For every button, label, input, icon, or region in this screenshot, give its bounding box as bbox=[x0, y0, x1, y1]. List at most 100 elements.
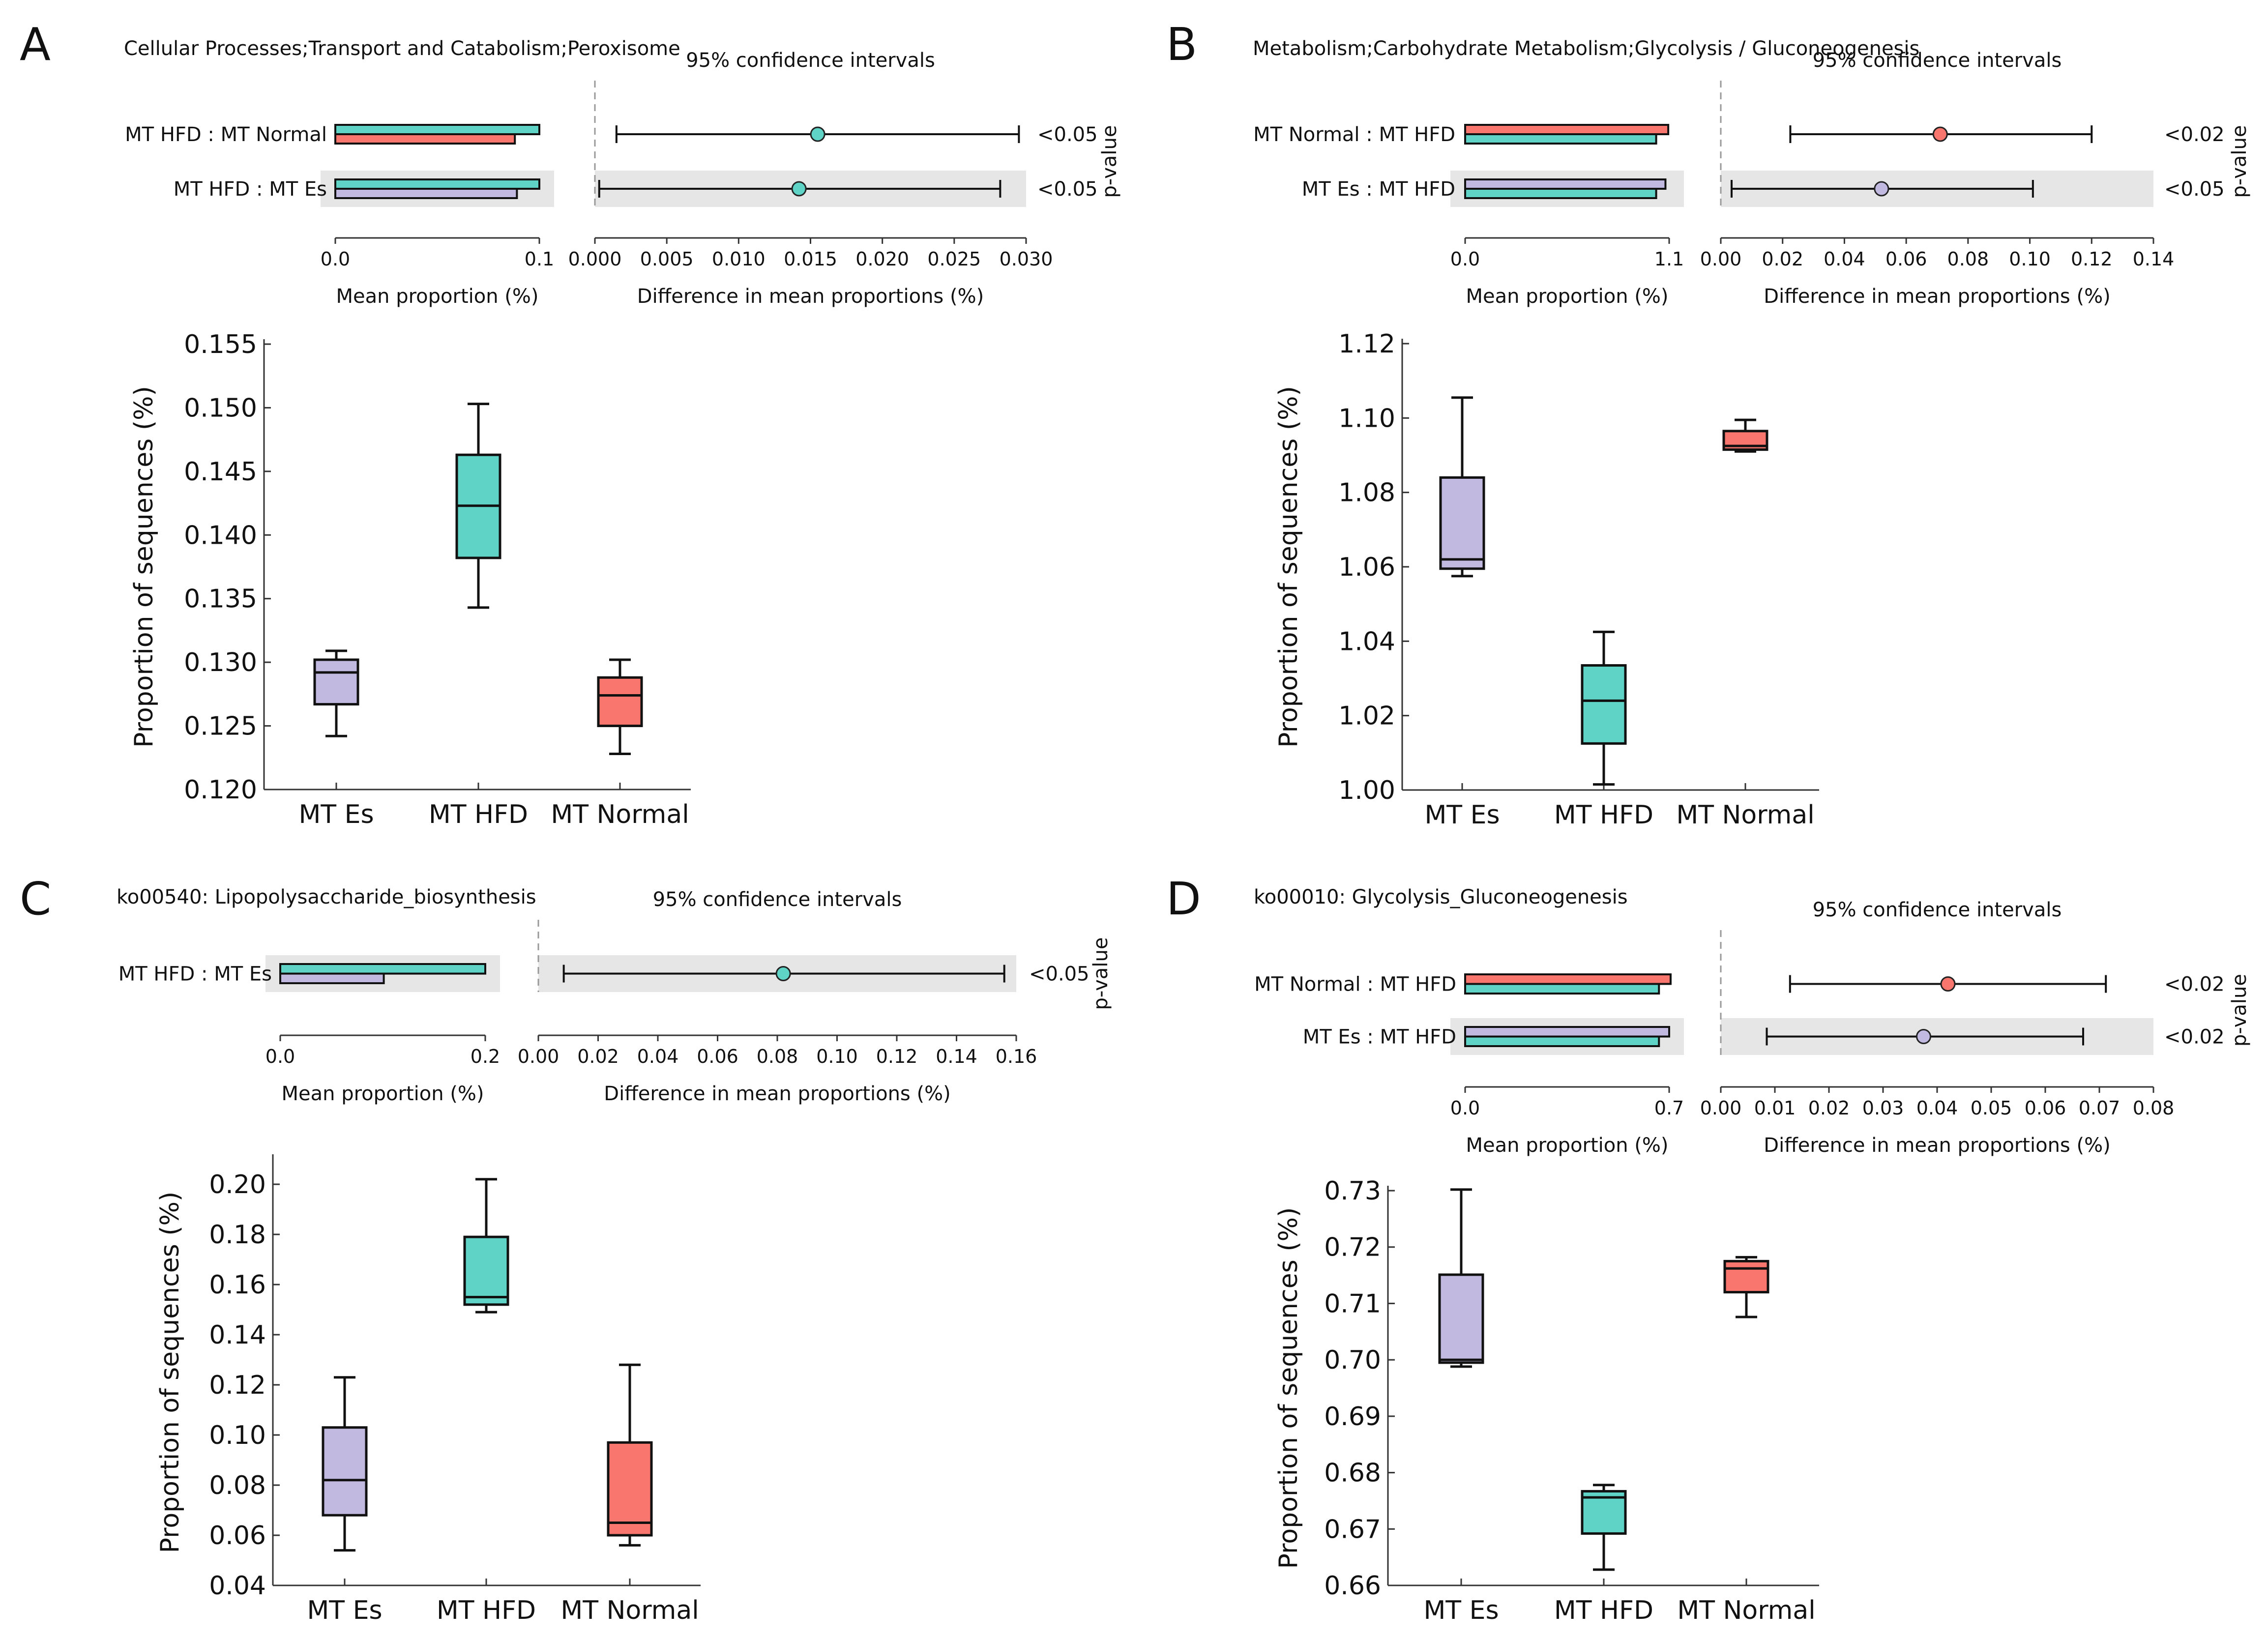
panel-a-y-tick-label-4: 0.140 bbox=[184, 521, 257, 550]
panel-c-box-2 bbox=[607, 1363, 653, 1547]
panel-a-diff-tick-label-6: 0.030 bbox=[1000, 248, 1053, 270]
panel-a-pvalue-0: <0.05 bbox=[1037, 123, 1098, 146]
panel-c-x-tick-label-1: MT HFD bbox=[437, 1596, 536, 1625]
panel-d-diff-tick-label-5: 0.05 bbox=[1971, 1097, 2012, 1119]
panel-d-ci-dot-1 bbox=[1916, 1029, 1931, 1044]
panel-d-y-tick-label-1: 0.67 bbox=[1324, 1515, 1381, 1544]
panel-a-pvalue-1: <0.05 bbox=[1037, 178, 1098, 201]
panel-b-x-tick-label-2: MT Normal bbox=[1676, 800, 1814, 830]
panel-d-y-tick-label-3: 0.69 bbox=[1324, 1402, 1381, 1432]
panel-c-mean-axis-label: Mean proportion (%) bbox=[282, 1083, 484, 1105]
panel-a-y-tick-label-7: 0.155 bbox=[184, 330, 257, 359]
panel-a-box-0 bbox=[313, 649, 359, 737]
panel-d-box-rect-0 bbox=[1438, 1273, 1484, 1364]
panel-c-y-tick-label-5: 0.14 bbox=[209, 1320, 266, 1350]
panel-d-y-tick-label-0: 0.66 bbox=[1324, 1571, 1381, 1601]
panel-d-mean-bar-1-0 bbox=[1464, 1026, 1670, 1038]
panel-d-box-1 bbox=[1581, 1484, 1627, 1571]
panel-b-box-2 bbox=[1722, 418, 1768, 453]
panel-b-diff-tick-label-2: 0.04 bbox=[1824, 248, 1865, 270]
panel-a-box-2 bbox=[597, 658, 643, 756]
panel-c-diff-tick-label-6: 0.12 bbox=[876, 1046, 918, 1067]
panel-c-diff-tick-label-3: 0.06 bbox=[697, 1046, 738, 1067]
panel-a-comparison-label-0: MT HFD : MT Normal bbox=[125, 123, 327, 146]
panel-b-y-tick-label-0: 1.00 bbox=[1338, 776, 1395, 805]
panel-b-title: Metabolism;Carbohydrate Metabolism;Glyco… bbox=[1253, 37, 1919, 60]
panel-a-y-tick-label-3: 0.135 bbox=[184, 585, 257, 614]
panel-b-y-tick-label-2: 1.04 bbox=[1338, 627, 1395, 656]
panel-d-y-tick-label-2: 0.68 bbox=[1324, 1459, 1381, 1488]
panel-b-bar-chart: 95% confidence intervals MT Normal : MT H… bbox=[1253, 49, 2251, 308]
panel-b-mean-tick-label-1: 1.1 bbox=[1654, 248, 1684, 270]
panel-a-y-tick-label-5: 0.145 bbox=[184, 457, 257, 487]
panel-a-diff-tick-label-2: 0.010 bbox=[712, 248, 766, 270]
panel-d-x-tick-label-1: MT HFD bbox=[1554, 1596, 1653, 1625]
panel-letter-d: D bbox=[1166, 873, 1201, 925]
panel-d-diff-tick-label-4: 0.04 bbox=[1916, 1097, 1958, 1119]
panel-a-ci-label: 95% confidence intervals bbox=[686, 49, 935, 72]
panel-d-mean-tick-label-0: 0.0 bbox=[1450, 1097, 1480, 1119]
panel-d-mean-bar-1-1 bbox=[1464, 1035, 1660, 1047]
panel-d-diff-tick-label-8: 0.08 bbox=[2133, 1097, 2175, 1119]
panel-a-y-tick-label-2: 0.130 bbox=[184, 648, 257, 677]
panel-a-box-chart: 0.120 0.125 0.130 0.135 0.140 0.145 0.150 0.155… bbox=[129, 330, 691, 829]
panel-d-y-axis-label: Proportion of sequences (%) bbox=[1274, 1207, 1303, 1569]
panel-d-diff-tick-label-7: 0.07 bbox=[2079, 1097, 2121, 1119]
panel-a-y-axis-label: Proportion of sequences (%) bbox=[129, 386, 159, 748]
panel-c-diff-tick-label-2: 0.04 bbox=[637, 1046, 679, 1067]
panel-b-y-tick-label-5: 1.10 bbox=[1338, 404, 1395, 433]
panel-c-diff-tick-label-8: 0.16 bbox=[996, 1046, 1037, 1067]
panel-d-x-tick-label-0: MT Es bbox=[1423, 1596, 1499, 1625]
panel-c-y-tick-label-1: 0.06 bbox=[209, 1521, 266, 1551]
panel-c-mean-bar-0-1 bbox=[279, 972, 385, 984]
panel-a-x-tick-label-0: MT Es bbox=[298, 800, 374, 829]
panel-b-comparison-label-0: MT Normal : MT HFD bbox=[1253, 123, 1455, 146]
panel-a-bar-chart: 95% confidence intervals MT HFD : MT Norm… bbox=[125, 49, 1121, 308]
panel-d-pvalue-1: <0.02 bbox=[2164, 1026, 2225, 1049]
panel-c-mean-tick-label-1: 0.2 bbox=[471, 1046, 500, 1067]
panel-c-box-rect-2 bbox=[607, 1441, 653, 1537]
panel-d-diff-axis-label: Difference in mean proportions (%) bbox=[1764, 1134, 2110, 1157]
panel-b-box-rect-0 bbox=[1439, 476, 1485, 570]
panel-a-box-1 bbox=[455, 403, 501, 609]
panel-b-diff-axis-label: Difference in mean proportions (%) bbox=[1764, 285, 2110, 308]
panel-a-mean-bar-1-1 bbox=[334, 188, 518, 199]
panel-b-x-tick-label-0: MT Es bbox=[1424, 800, 1500, 830]
panel-a-diff-axis-label: Difference in mean proportions (%) bbox=[637, 285, 984, 308]
panel-b-diff-tick-label-7: 0.14 bbox=[2133, 248, 2175, 270]
panel-c-pvalue-axis-label: p-value bbox=[1090, 937, 1112, 1010]
panel-d-y-tick-label-4: 0.70 bbox=[1324, 1346, 1381, 1375]
panel-b-ci-dot-1 bbox=[1874, 181, 1889, 197]
panel-d-box-2 bbox=[1723, 1256, 1769, 1318]
panel-a-y-tick-label-1: 0.125 bbox=[184, 712, 257, 741]
panel-c-y-tick-label-0: 0.04 bbox=[209, 1571, 266, 1601]
panel-b-y-axis-label: Proportion of sequences (%) bbox=[1274, 386, 1303, 748]
panel-letter-b: B bbox=[1166, 18, 1197, 71]
panel-a-mean-bar-0-1 bbox=[334, 133, 516, 145]
panel-b-mean-bar-1-1 bbox=[1464, 188, 1657, 199]
panel-d-ci-label: 95% confidence intervals bbox=[1813, 899, 2062, 921]
panel-d-diff-tick-label-0: 0.00 bbox=[1700, 1097, 1742, 1119]
panel-c-mean-tick-label-0: 0.0 bbox=[265, 1046, 295, 1067]
panel-c-x-tick-label-0: MT Es bbox=[307, 1596, 382, 1625]
panel-b-ci-label: 95% confidence intervals bbox=[1813, 49, 2062, 72]
panel-a-y-tick-label-6: 0.150 bbox=[184, 393, 257, 423]
panel-b-ci-dot-0 bbox=[1932, 126, 1948, 142]
panel-b-box-0 bbox=[1439, 396, 1485, 578]
panel-a-y-tick-label-0: 0.120 bbox=[184, 775, 257, 805]
panel-a-pvalue-axis-label: p-value bbox=[1098, 125, 1121, 198]
panel-c-ci-dot-0 bbox=[775, 966, 791, 981]
panel-c-diff-tick-label-4: 0.08 bbox=[757, 1046, 798, 1067]
panel-a-mean-axis-label: Mean proportion (%) bbox=[336, 285, 539, 308]
panel-c-box-1 bbox=[463, 1178, 509, 1314]
panel-d-diff-tick-label-6: 0.06 bbox=[2025, 1097, 2066, 1119]
panel-b-mean-bar-1-0 bbox=[1464, 178, 1667, 190]
panel-a-diff-tick-label-5: 0.025 bbox=[927, 248, 981, 270]
panel-b-pvalue-0: <0.02 bbox=[2164, 123, 2225, 146]
panel-b-diff-tick-label-3: 0.06 bbox=[1885, 248, 1927, 270]
panel-b-mean-axis-label: Mean proportion (%) bbox=[1466, 285, 1669, 308]
panel-d-diff-tick-label-1: 0.01 bbox=[1754, 1097, 1796, 1119]
panel-b-box-chart: 1.00 1.02 1.04 1.06 1.08 1.10 1.12 Proportion o… bbox=[1274, 329, 1819, 830]
panel-b-pvalue-axis-label: p-value bbox=[2228, 125, 2251, 198]
